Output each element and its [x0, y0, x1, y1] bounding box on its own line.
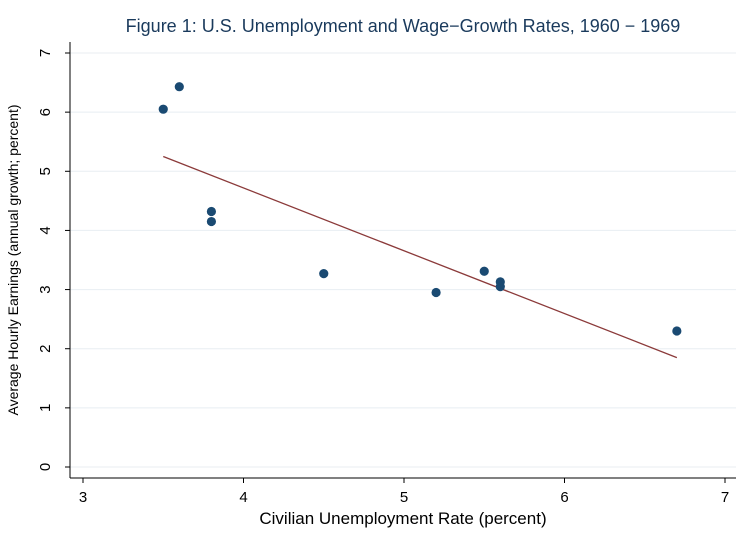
data-point: [206, 216, 216, 227]
y-tick-label: 4: [37, 226, 54, 234]
y-tick-label: 5: [37, 167, 54, 175]
y-axis-label: Average Hourly Earnings (annual growth; …: [5, 104, 21, 415]
data-point: [319, 269, 329, 279]
data-point: [672, 326, 682, 336]
y-tick-label: 6: [37, 108, 54, 116]
x-tick-label: 5: [400, 489, 408, 506]
fit-line: [163, 155, 678, 359]
data-point: [495, 282, 505, 292]
data-point: [174, 82, 184, 92]
y-tick-label: 0: [37, 463, 54, 471]
data-point: [158, 104, 168, 114]
y-tick-label: 2: [37, 345, 54, 353]
x-ticks: 3 4 5 6 7: [79, 478, 729, 506]
data-point: [431, 287, 441, 298]
x-tick-label: 7: [721, 489, 729, 506]
axes: [69, 42, 736, 479]
y-tick-label: 1: [37, 404, 54, 412]
fit-line-group: [163, 155, 678, 359]
y-tick-label: 3: [37, 285, 54, 293]
x-tick-label: 4: [239, 489, 247, 506]
data-points: [158, 82, 682, 336]
x-axis-label: Civilian Unemployment Rate (percent): [259, 509, 546, 528]
y-ticks: 0 1 2 3 4 5 6 7: [37, 49, 70, 471]
x-tick-label: 6: [560, 489, 568, 506]
data-point: [206, 206, 216, 217]
x-tick-label: 3: [79, 489, 87, 506]
chart-title: Figure 1: U.S. Unemployment and Wage−Gro…: [126, 16, 681, 36]
grid: [70, 52, 736, 468]
y-tick-label: 7: [37, 49, 54, 57]
data-point: [479, 266, 489, 276]
